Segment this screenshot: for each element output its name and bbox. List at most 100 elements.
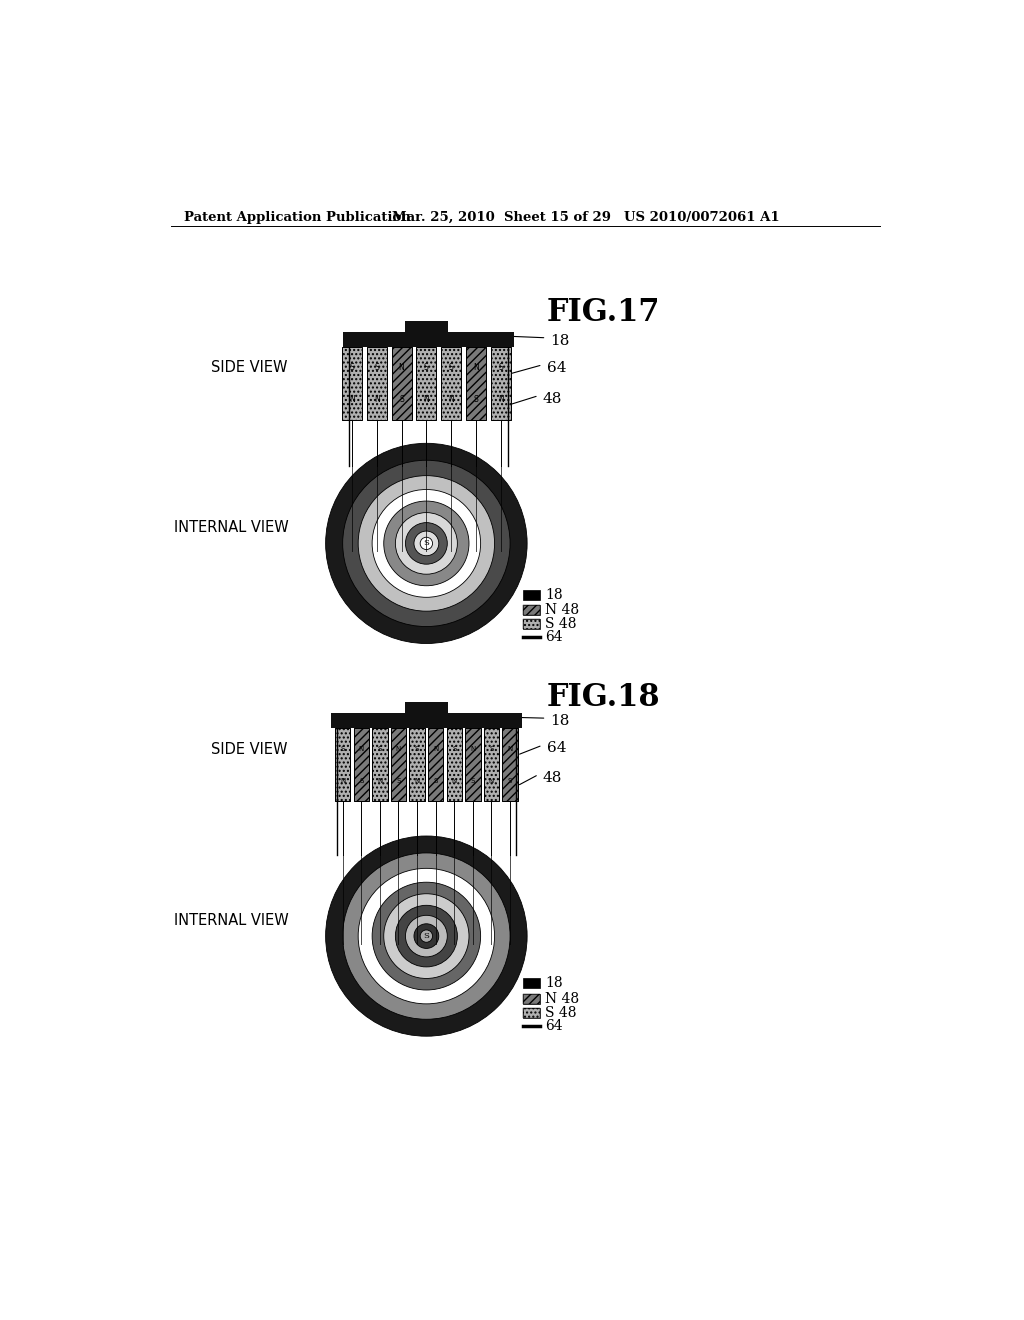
Ellipse shape bbox=[384, 502, 469, 586]
Text: N 48: N 48 bbox=[545, 603, 580, 616]
Ellipse shape bbox=[395, 906, 458, 966]
Bar bbox=[441, 347, 461, 420]
Text: 64: 64 bbox=[545, 1019, 562, 1032]
Text: 48: 48 bbox=[543, 771, 562, 784]
Text: S: S bbox=[424, 540, 429, 548]
Text: FIG.18: FIG.18 bbox=[547, 682, 660, 713]
Ellipse shape bbox=[395, 512, 458, 574]
Ellipse shape bbox=[343, 461, 510, 627]
Text: N: N bbox=[424, 395, 429, 404]
Text: 18: 18 bbox=[545, 977, 562, 990]
Bar bbox=[428, 729, 443, 801]
Bar bbox=[523, 605, 541, 615]
Text: S: S bbox=[473, 395, 478, 404]
Bar bbox=[503, 729, 518, 801]
Bar bbox=[331, 713, 521, 729]
Bar bbox=[353, 729, 369, 801]
Bar bbox=[372, 729, 388, 801]
Bar bbox=[391, 729, 407, 801]
Text: S: S bbox=[415, 746, 419, 751]
Bar bbox=[410, 729, 425, 801]
Text: S 48: S 48 bbox=[545, 1006, 577, 1020]
Text: INTERNAL VIEW: INTERNAL VIEW bbox=[174, 913, 289, 928]
Text: S: S bbox=[471, 777, 475, 784]
Text: N: N bbox=[488, 777, 495, 784]
Text: N 48: N 48 bbox=[545, 991, 580, 1006]
Bar bbox=[335, 729, 350, 801]
Text: 64: 64 bbox=[547, 742, 566, 755]
Bar bbox=[367, 347, 387, 420]
Text: 48: 48 bbox=[543, 392, 562, 405]
Ellipse shape bbox=[414, 924, 438, 949]
Text: S: S bbox=[489, 746, 494, 751]
Bar bbox=[391, 347, 412, 420]
Text: S: S bbox=[396, 777, 400, 784]
Ellipse shape bbox=[326, 836, 527, 1036]
Bar bbox=[523, 994, 541, 1003]
Text: 64: 64 bbox=[545, 630, 562, 644]
Ellipse shape bbox=[406, 915, 447, 957]
Bar bbox=[523, 605, 541, 615]
Bar bbox=[417, 347, 436, 420]
Bar bbox=[523, 978, 541, 989]
Text: S: S bbox=[452, 746, 457, 751]
Bar bbox=[335, 729, 350, 801]
Bar bbox=[353, 729, 369, 801]
Text: N: N bbox=[349, 395, 355, 404]
Ellipse shape bbox=[420, 929, 432, 942]
Text: 18: 18 bbox=[550, 334, 569, 348]
Bar bbox=[465, 729, 480, 801]
Bar bbox=[367, 347, 387, 420]
Ellipse shape bbox=[343, 853, 510, 1019]
Bar bbox=[490, 347, 511, 420]
Text: N: N bbox=[396, 746, 401, 751]
Text: N: N bbox=[398, 363, 404, 372]
Text: FIG.17: FIG.17 bbox=[547, 297, 660, 327]
Text: S: S bbox=[424, 363, 429, 372]
Bar bbox=[428, 729, 443, 801]
Text: S: S bbox=[424, 932, 429, 940]
Bar bbox=[446, 729, 462, 801]
Ellipse shape bbox=[384, 894, 469, 978]
Text: 18: 18 bbox=[550, 714, 569, 729]
Bar bbox=[523, 1007, 541, 1018]
Text: Patent Application Publication: Patent Application Publication bbox=[183, 211, 411, 224]
Text: 64: 64 bbox=[547, 360, 566, 375]
Text: N: N bbox=[377, 777, 383, 784]
Text: S: S bbox=[399, 395, 403, 404]
Text: N: N bbox=[374, 395, 380, 404]
Bar bbox=[410, 729, 425, 801]
Text: N: N bbox=[449, 395, 454, 404]
Bar bbox=[372, 729, 388, 801]
Text: N: N bbox=[358, 746, 364, 751]
Text: N: N bbox=[452, 777, 457, 784]
Bar bbox=[406, 702, 447, 713]
Text: S 48: S 48 bbox=[545, 616, 577, 631]
Bar bbox=[466, 347, 486, 420]
Ellipse shape bbox=[420, 537, 432, 549]
Bar bbox=[342, 347, 362, 420]
Bar bbox=[441, 347, 461, 420]
Text: S: S bbox=[433, 777, 438, 784]
Bar bbox=[523, 994, 541, 1003]
Text: S: S bbox=[359, 777, 364, 784]
Bar bbox=[523, 590, 541, 599]
Text: S: S bbox=[449, 363, 454, 372]
Bar bbox=[465, 729, 480, 801]
Text: N: N bbox=[340, 777, 345, 784]
Bar bbox=[490, 347, 511, 420]
Ellipse shape bbox=[414, 531, 438, 556]
Ellipse shape bbox=[406, 523, 447, 564]
Bar bbox=[417, 347, 436, 420]
Text: S: S bbox=[499, 363, 503, 372]
Bar bbox=[391, 729, 407, 801]
Text: S: S bbox=[375, 363, 379, 372]
Ellipse shape bbox=[326, 444, 527, 644]
Text: N: N bbox=[498, 395, 504, 404]
Bar bbox=[406, 321, 447, 331]
Bar bbox=[391, 347, 412, 420]
Bar bbox=[483, 729, 500, 801]
Bar bbox=[343, 331, 514, 347]
Ellipse shape bbox=[372, 490, 480, 597]
Text: N: N bbox=[508, 746, 513, 751]
